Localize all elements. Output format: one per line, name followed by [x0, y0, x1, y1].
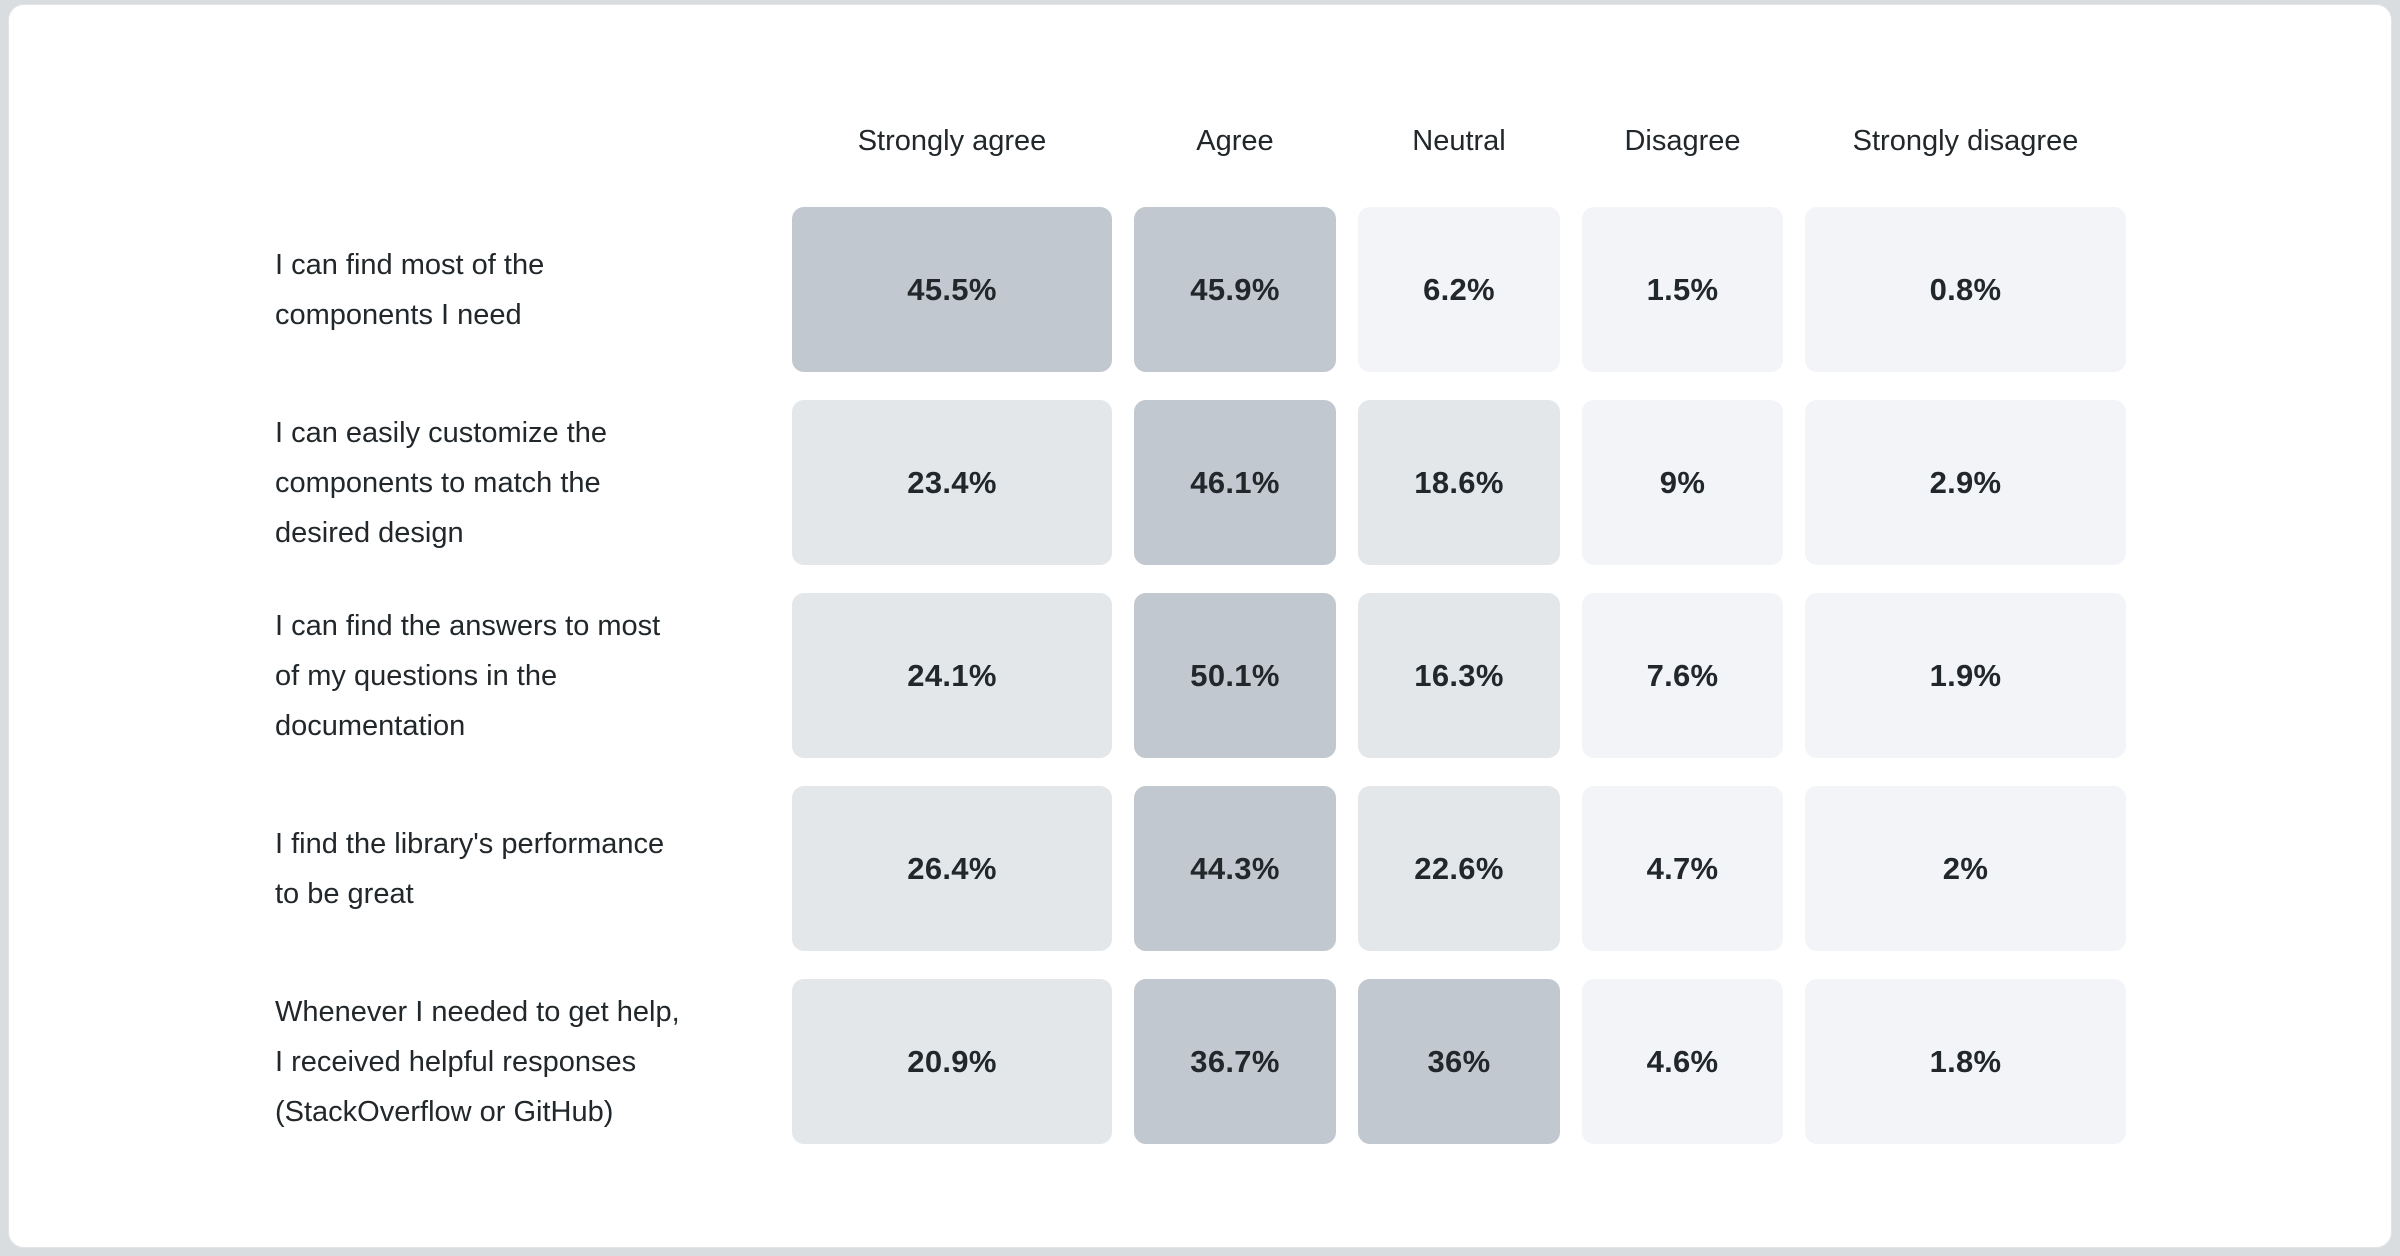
heatmap-cell: 36% [1358, 979, 1560, 1144]
row-label: I can find the answers to most of my que… [275, 609, 661, 742]
heatmap-grid: Strongly agree Agree Neutral Disagree Strong… [275, 103, 2126, 1144]
corner-spacer [275, 103, 770, 179]
heatmap-cell: 20.9% [792, 979, 1112, 1144]
row-label: I can easily customize the components to… [275, 416, 608, 549]
heatmap-cell: 4.7% [1582, 786, 1783, 951]
heatmap-cell: 9% [1582, 400, 1783, 565]
heatmap-cell: 7.6% [1582, 593, 1783, 758]
column-header: Strongly disagree [1852, 124, 2079, 157]
heatmap-cell: 26.4% [792, 786, 1112, 951]
row-label: Whenever I needed to get help, I receive… [275, 995, 680, 1128]
heatmap-cell: 44.3% [1134, 786, 1336, 951]
heatmap-cell: 0.8% [1805, 207, 2126, 372]
heatmap-cell: 1.5% [1582, 207, 1783, 372]
heatmap-cell: 1.8% [1805, 979, 2126, 1144]
heatmap-cell: 23.4% [792, 400, 1112, 565]
row-label: I find the library's performance to be g… [275, 827, 665, 910]
heatmap-cell: 45.9% [1134, 207, 1336, 372]
heatmap-cell: 36.7% [1134, 979, 1336, 1144]
heatmap-cell: 50.1% [1134, 593, 1336, 758]
column-header: Agree [1196, 124, 1274, 157]
row-label: I can find most of the components I need [275, 248, 545, 331]
heatmap-cell: 4.6% [1582, 979, 1783, 1144]
heatmap-cell: 45.5% [792, 207, 1112, 372]
column-header: Neutral [1412, 124, 1506, 157]
heatmap-cell: 24.1% [792, 593, 1112, 758]
heatmap-cell: 6.2% [1358, 207, 1560, 372]
heatmap-cell: 18.6% [1358, 400, 1560, 565]
heatmap-cell: 16.3% [1358, 593, 1560, 758]
heatmap-cell: 2% [1805, 786, 2126, 951]
heatmap-cell: 22.6% [1358, 786, 1560, 951]
survey-results-card: Strongly agree Agree Neutral Disagree Strong… [8, 4, 2392, 1248]
column-header: Disagree [1624, 124, 1741, 157]
heatmap-cell: 1.9% [1805, 593, 2126, 758]
heatmap-cell: 46.1% [1134, 400, 1336, 565]
column-header: Strongly agree [857, 124, 1047, 157]
heatmap-cell: 2.9% [1805, 400, 2126, 565]
